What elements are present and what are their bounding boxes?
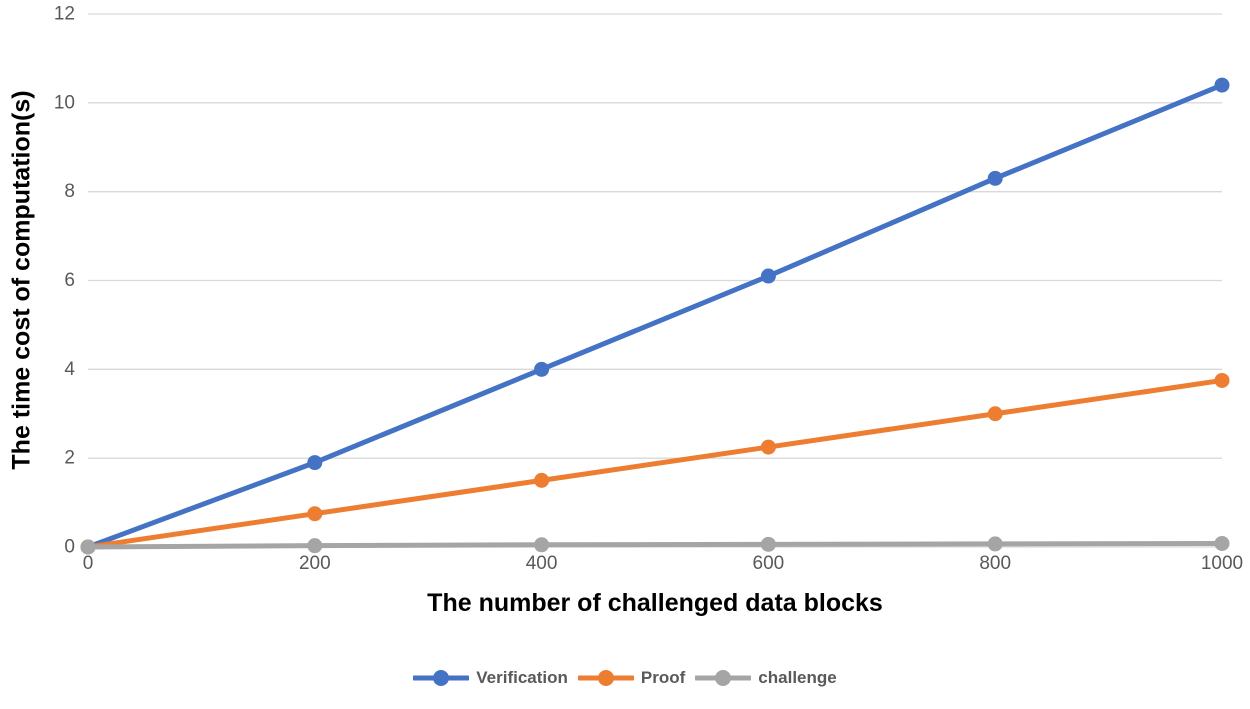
legend-label: Proof bbox=[640, 668, 686, 687]
x-tick-label-600: 600 bbox=[753, 553, 785, 574]
x-tick-label-0: 0 bbox=[83, 553, 94, 574]
y-tick-label-10: 10 bbox=[54, 92, 75, 113]
data-point-proof-400 bbox=[534, 472, 550, 488]
x-tick-label-1000: 1000 bbox=[1201, 553, 1243, 574]
x-axis-title: The number of challenged data blocks bbox=[427, 589, 883, 617]
data-point-verification-400 bbox=[534, 361, 550, 377]
data-point-challenge-1000 bbox=[1214, 535, 1230, 551]
data-point-verification-800 bbox=[987, 170, 1003, 186]
x-tick-label-800: 800 bbox=[979, 553, 1011, 574]
data-point-challenge-600 bbox=[760, 536, 776, 552]
legend-label: Verification bbox=[476, 668, 568, 687]
y-tick-label-0: 0 bbox=[64, 537, 75, 558]
series-line-verification bbox=[85, 82, 1225, 550]
y-tick-label-12: 12 bbox=[54, 4, 75, 25]
data-point-proof-600 bbox=[760, 439, 776, 455]
data-point-verification-1000 bbox=[1214, 77, 1230, 93]
x-tick-label-400: 400 bbox=[526, 553, 558, 574]
legend-label: challenge bbox=[758, 668, 837, 687]
y-axis-title: The time cost of computation(s) bbox=[7, 90, 36, 470]
x-tick-label-200: 200 bbox=[299, 553, 331, 574]
legend-marker-icon bbox=[413, 670, 470, 686]
data-point-proof-1000 bbox=[1214, 372, 1230, 388]
series-line-proof bbox=[85, 377, 1225, 550]
data-point-challenge-200 bbox=[307, 538, 323, 554]
legend-item-proof: Proof bbox=[577, 668, 686, 688]
legend-item-challenge: challenge bbox=[695, 668, 837, 688]
legend-item-verification: Verification bbox=[413, 668, 568, 688]
y-tick-label-8: 8 bbox=[64, 181, 75, 202]
series-line-challenge bbox=[85, 540, 1225, 550]
data-point-challenge-0 bbox=[80, 539, 96, 555]
data-point-verification-600 bbox=[760, 268, 776, 284]
legend: Verification Proof challenge bbox=[0, 668, 1250, 688]
y-tick-label-6: 6 bbox=[64, 270, 75, 291]
data-point-proof-200 bbox=[307, 506, 323, 522]
legend-marker-icon bbox=[577, 670, 634, 686]
data-point-challenge-800 bbox=[987, 536, 1003, 552]
data-point-proof-800 bbox=[987, 406, 1003, 422]
data-point-verification-200 bbox=[307, 455, 323, 471]
legend-marker-icon bbox=[695, 670, 752, 686]
y-tick-label-2: 2 bbox=[64, 448, 75, 469]
data-point-challenge-400 bbox=[534, 537, 550, 553]
y-tick-label-4: 4 bbox=[64, 359, 75, 380]
